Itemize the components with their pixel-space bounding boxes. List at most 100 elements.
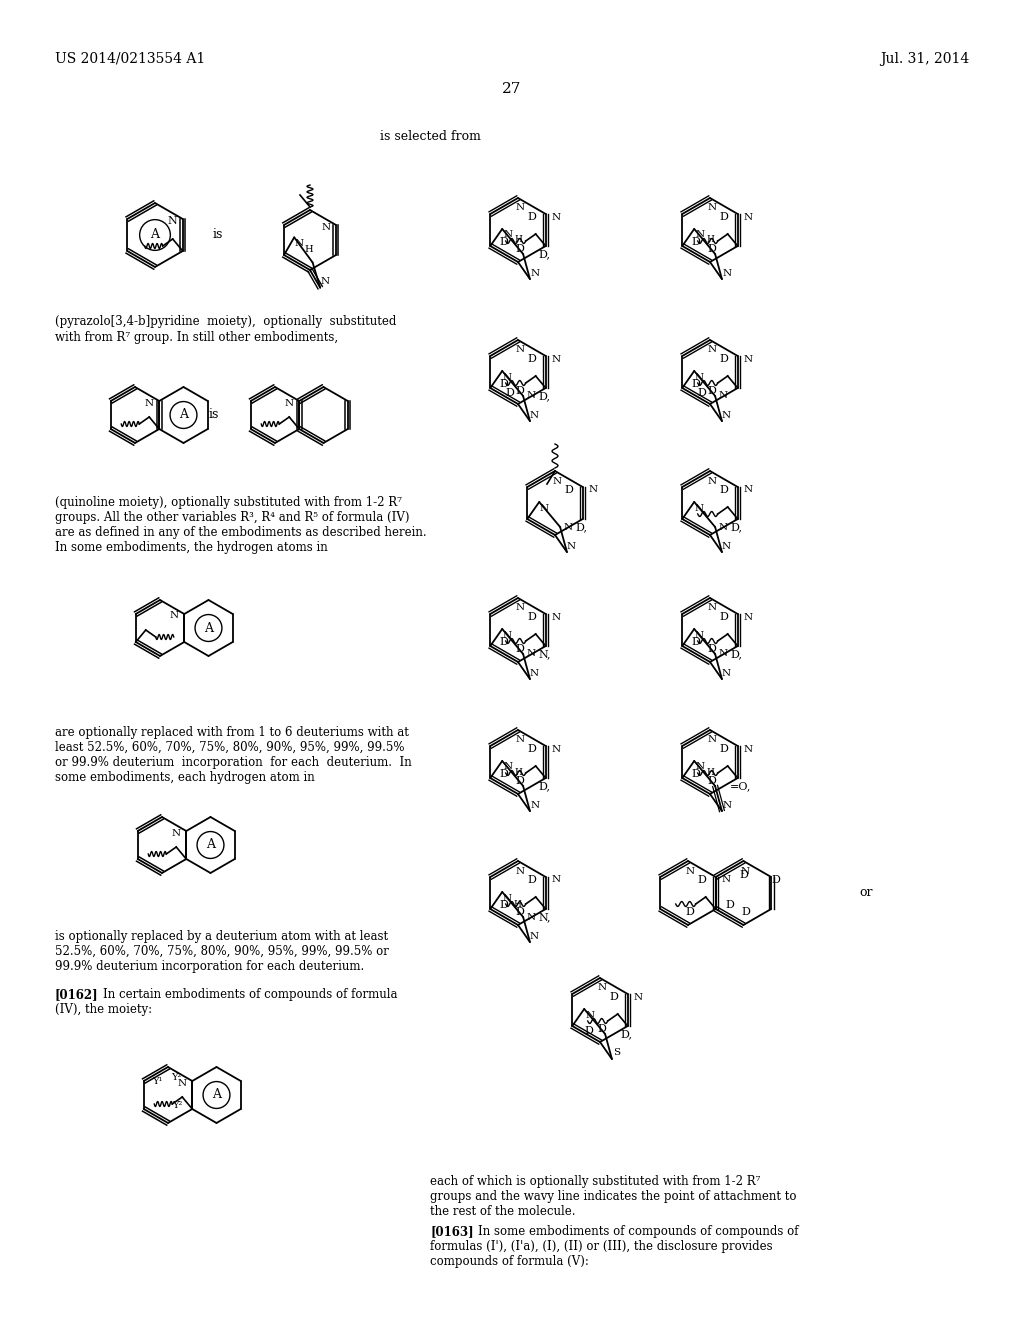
Text: D: D xyxy=(719,213,728,222)
Text: N: N xyxy=(719,392,728,400)
Text: =O,: =O, xyxy=(730,781,752,791)
Text: D,: D, xyxy=(730,521,742,532)
Text: N: N xyxy=(178,1078,186,1088)
Text: D: D xyxy=(515,776,524,785)
Text: are optionally replaced with from 1 to 6 deuteriums with at: are optionally replaced with from 1 to 6… xyxy=(55,726,409,739)
Text: N: N xyxy=(295,239,304,248)
Text: N: N xyxy=(708,477,717,486)
Text: the rest of the molecule.: the rest of the molecule. xyxy=(430,1205,575,1218)
Text: N: N xyxy=(551,612,560,622)
Text: D: D xyxy=(708,385,717,396)
Text: A: A xyxy=(212,1089,221,1101)
Text: N: N xyxy=(526,392,536,400)
Text: or 99.9% deuterium  incorporation  for each  deuterium.  In: or 99.9% deuterium incorporation for eac… xyxy=(55,756,412,770)
Text: N: N xyxy=(721,541,730,550)
Text: D,: D, xyxy=(621,1030,632,1039)
Text: is: is xyxy=(209,408,219,421)
Text: D,: D, xyxy=(539,781,550,791)
Text: In certain embodiments of compounds of formula: In certain embodiments of compounds of f… xyxy=(103,987,397,1001)
Text: N: N xyxy=(743,744,753,754)
Text: D: D xyxy=(515,385,524,396)
Text: (IV), the moiety:: (IV), the moiety: xyxy=(55,1003,153,1016)
Text: D: D xyxy=(598,1024,606,1034)
Text: N: N xyxy=(172,829,181,837)
Text: N: N xyxy=(719,649,728,659)
Text: D: D xyxy=(500,638,509,647)
Text: N: N xyxy=(719,524,728,532)
Text: N: N xyxy=(694,374,703,383)
Text: N: N xyxy=(168,216,177,226)
Text: H: H xyxy=(513,900,521,909)
Text: Y¹: Y¹ xyxy=(152,1077,162,1085)
Text: N,: N, xyxy=(539,912,551,921)
Text: D,: D, xyxy=(575,521,587,532)
Text: 52.5%, 60%, 70%, 75%, 80%, 90%, 95%, 99%, 99.5% or: 52.5%, 60%, 70%, 75%, 80%, 90%, 95%, 99%… xyxy=(55,945,389,958)
Text: D: D xyxy=(772,875,780,884)
Text: N: N xyxy=(503,374,512,383)
Text: N: N xyxy=(588,486,597,495)
Text: are as defined in any of the embodiments as described herein.: are as defined in any of the embodiments… xyxy=(55,525,427,539)
Text: N: N xyxy=(743,486,753,495)
Text: D: D xyxy=(719,484,728,495)
Text: D,: D, xyxy=(730,649,742,659)
Text: D: D xyxy=(692,770,700,779)
Text: N: N xyxy=(504,231,513,239)
Text: N: N xyxy=(721,668,730,677)
Text: D: D xyxy=(741,907,750,917)
Text: N: N xyxy=(515,346,524,355)
Text: D: D xyxy=(739,870,748,880)
Text: D: D xyxy=(708,244,717,253)
Text: Y²: Y² xyxy=(171,1072,181,1081)
Text: N: N xyxy=(633,993,642,1002)
Text: H: H xyxy=(514,768,522,777)
Text: some embodiments, each hydrogen atom in: some embodiments, each hydrogen atom in xyxy=(55,771,314,784)
Text: A: A xyxy=(151,228,160,242)
Text: N: N xyxy=(563,524,572,532)
Text: groups and the wavy line indicates the point of attachment to: groups and the wavy line indicates the p… xyxy=(430,1191,797,1203)
Text: N: N xyxy=(322,223,331,231)
Text: N: N xyxy=(685,866,694,875)
Text: N: N xyxy=(597,983,606,993)
Text: N: N xyxy=(694,631,703,640)
Text: N: N xyxy=(743,213,753,222)
Text: N,: N, xyxy=(539,649,551,659)
Text: least 52.5%, 60%, 70%, 75%, 80%, 90%, 95%, 99%, 99.5%: least 52.5%, 60%, 70%, 75%, 80%, 90%, 95… xyxy=(55,741,404,754)
Text: N: N xyxy=(740,866,750,875)
Text: D: D xyxy=(564,484,573,495)
Text: D: D xyxy=(527,744,537,754)
Text: D: D xyxy=(500,770,509,779)
Text: D: D xyxy=(585,1026,594,1036)
Text: (quinoline moiety), optionally substituted with from 1-2 R⁷: (quinoline moiety), optionally substitut… xyxy=(55,496,401,510)
Text: H: H xyxy=(514,235,522,244)
Text: N: N xyxy=(504,763,513,771)
Text: In some embodiments of compounds of compounds of: In some embodiments of compounds of comp… xyxy=(478,1225,799,1238)
Text: N: N xyxy=(515,866,524,875)
Text: N: N xyxy=(694,504,703,513)
Text: A: A xyxy=(206,838,215,851)
Text: N: N xyxy=(503,631,512,640)
Text: N: N xyxy=(285,399,294,408)
Text: N: N xyxy=(721,411,730,420)
Text: N: N xyxy=(552,477,561,486)
Text: D: D xyxy=(527,213,537,222)
Text: N: N xyxy=(722,800,731,809)
Text: N: N xyxy=(695,231,705,239)
Text: N: N xyxy=(529,411,539,420)
Text: N: N xyxy=(515,603,524,612)
Text: S: S xyxy=(613,1048,621,1056)
Text: D: D xyxy=(708,644,717,653)
Text: D: D xyxy=(527,354,537,364)
Text: D: D xyxy=(500,379,509,389)
Text: D: D xyxy=(609,993,618,1002)
Text: D: D xyxy=(527,875,537,884)
Text: A: A xyxy=(204,622,213,635)
Text: D: D xyxy=(692,238,700,247)
Text: D: D xyxy=(697,388,707,397)
Text: Jul. 31, 2014: Jul. 31, 2014 xyxy=(880,51,969,66)
Text: N: N xyxy=(743,612,753,622)
Text: N: N xyxy=(708,735,717,744)
Text: D: D xyxy=(515,244,524,253)
Text: D: D xyxy=(725,900,734,909)
Text: H: H xyxy=(707,768,714,777)
Text: groups. All the other variables R³, R⁴ and R⁵ of formula (IV): groups. All the other variables R³, R⁴ a… xyxy=(55,511,410,524)
